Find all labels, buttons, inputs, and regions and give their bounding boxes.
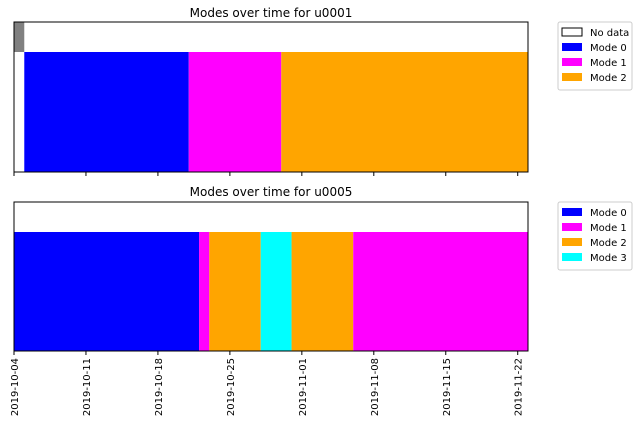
chart-top-legend-swatch-mode-1 (562, 58, 582, 66)
chart-bottom-legend-label-mode-0: Mode 0 (590, 208, 627, 219)
chart-top-segment-mode-1-2 (188, 52, 282, 172)
chart-top-legend-label-no-data: No data (590, 28, 629, 39)
chart-bottom-x-tick-label-5: 2019-11-08 (370, 358, 381, 416)
chart-bottom-legend-swatch-mode-1 (562, 223, 582, 231)
chart-bottom-x-tick-label-0: 2019-10-04 (10, 358, 21, 416)
chart-bottom-plot-area (14, 232, 528, 351)
chart-top-legend-swatch-no-data (561, 27, 583, 37)
chart-top-legend-label-mode-0: Mode 0 (590, 43, 627, 54)
chart-top-x-ticks (13, 172, 519, 176)
chart-bottom-x-tick-label-1: 2019-10-11 (82, 358, 93, 416)
chart-top-u0001: Modes over time for u0001 No data Mode 0 M… (13, 6, 633, 176)
chart-top-segment-mode-2-3 (281, 52, 528, 172)
chart-top-segment-no-data-0 (14, 22, 25, 52)
chart-bottom-legend-label-mode-3: Mode 3 (590, 253, 627, 264)
chart-bottom-segment-mode-2-2 (209, 232, 261, 351)
chart-bottom-legend-label-mode-2: Mode 2 (590, 238, 627, 249)
chart-bottom-legend-swatch-mode-3 (562, 253, 582, 261)
chart-bottom-segment-mode-2-4 (291, 232, 354, 351)
chart-bottom-x-ticks: 2019-10-04 2019-10-11 2019-10-18 2019-10-25… (10, 351, 525, 416)
chart-top-title: Modes over time for u0001 (190, 6, 353, 20)
chart-bottom-segment-mode-3-3 (260, 232, 292, 351)
chart-bottom-title: Modes over time for u0005 (190, 185, 353, 199)
chart-bottom-legend-swatch-mode-0 (562, 208, 582, 216)
chart-bottom-x-tick-label-4: 2019-11-01 (298, 358, 309, 416)
chart-bottom-x-tick-label-2: 2019-10-18 (154, 358, 165, 416)
chart-top-legend-label-mode-1: Mode 1 (590, 58, 627, 69)
chart-top-legend: No data Mode 0 Mode 1 Mode 2 (557, 21, 633, 91)
chart-top-segment-mode-0-1 (24, 52, 189, 172)
chart-bottom-x-tick-label-3: 2019-10-25 (226, 358, 237, 416)
chart-top-frame (13, 21, 529, 173)
chart-top-legend-swatch-mode-0 (562, 43, 582, 51)
chart-top-plot-area (14, 22, 528, 172)
chart-bottom-u0005: Modes over time for u0005 2019-10-04 2019… (10, 185, 633, 416)
chart-bottom-segment-mode-0-0 (14, 232, 200, 351)
chart-bottom-x-tick-label-7: 2019-11-22 (514, 358, 525, 416)
chart-bottom-legend-swatch-mode-2 (562, 238, 582, 246)
chart-bottom-segment-mode-1-5 (353, 232, 528, 351)
chart-top-legend-swatch-mode-2 (562, 73, 582, 81)
chart-top-legend-label-mode-2: Mode 2 (590, 73, 627, 84)
chart-bottom-x-tick-label-6: 2019-11-15 (442, 358, 453, 416)
chart-bottom-frame (13, 201, 529, 352)
chart-bottom-segment-mode-1-1 (199, 232, 210, 351)
chart-bottom-legend: Mode 0 Mode 1 Mode 2 Mode 3 (557, 201, 633, 271)
chart-bottom-legend-label-mode-1: Mode 1 (590, 223, 627, 234)
